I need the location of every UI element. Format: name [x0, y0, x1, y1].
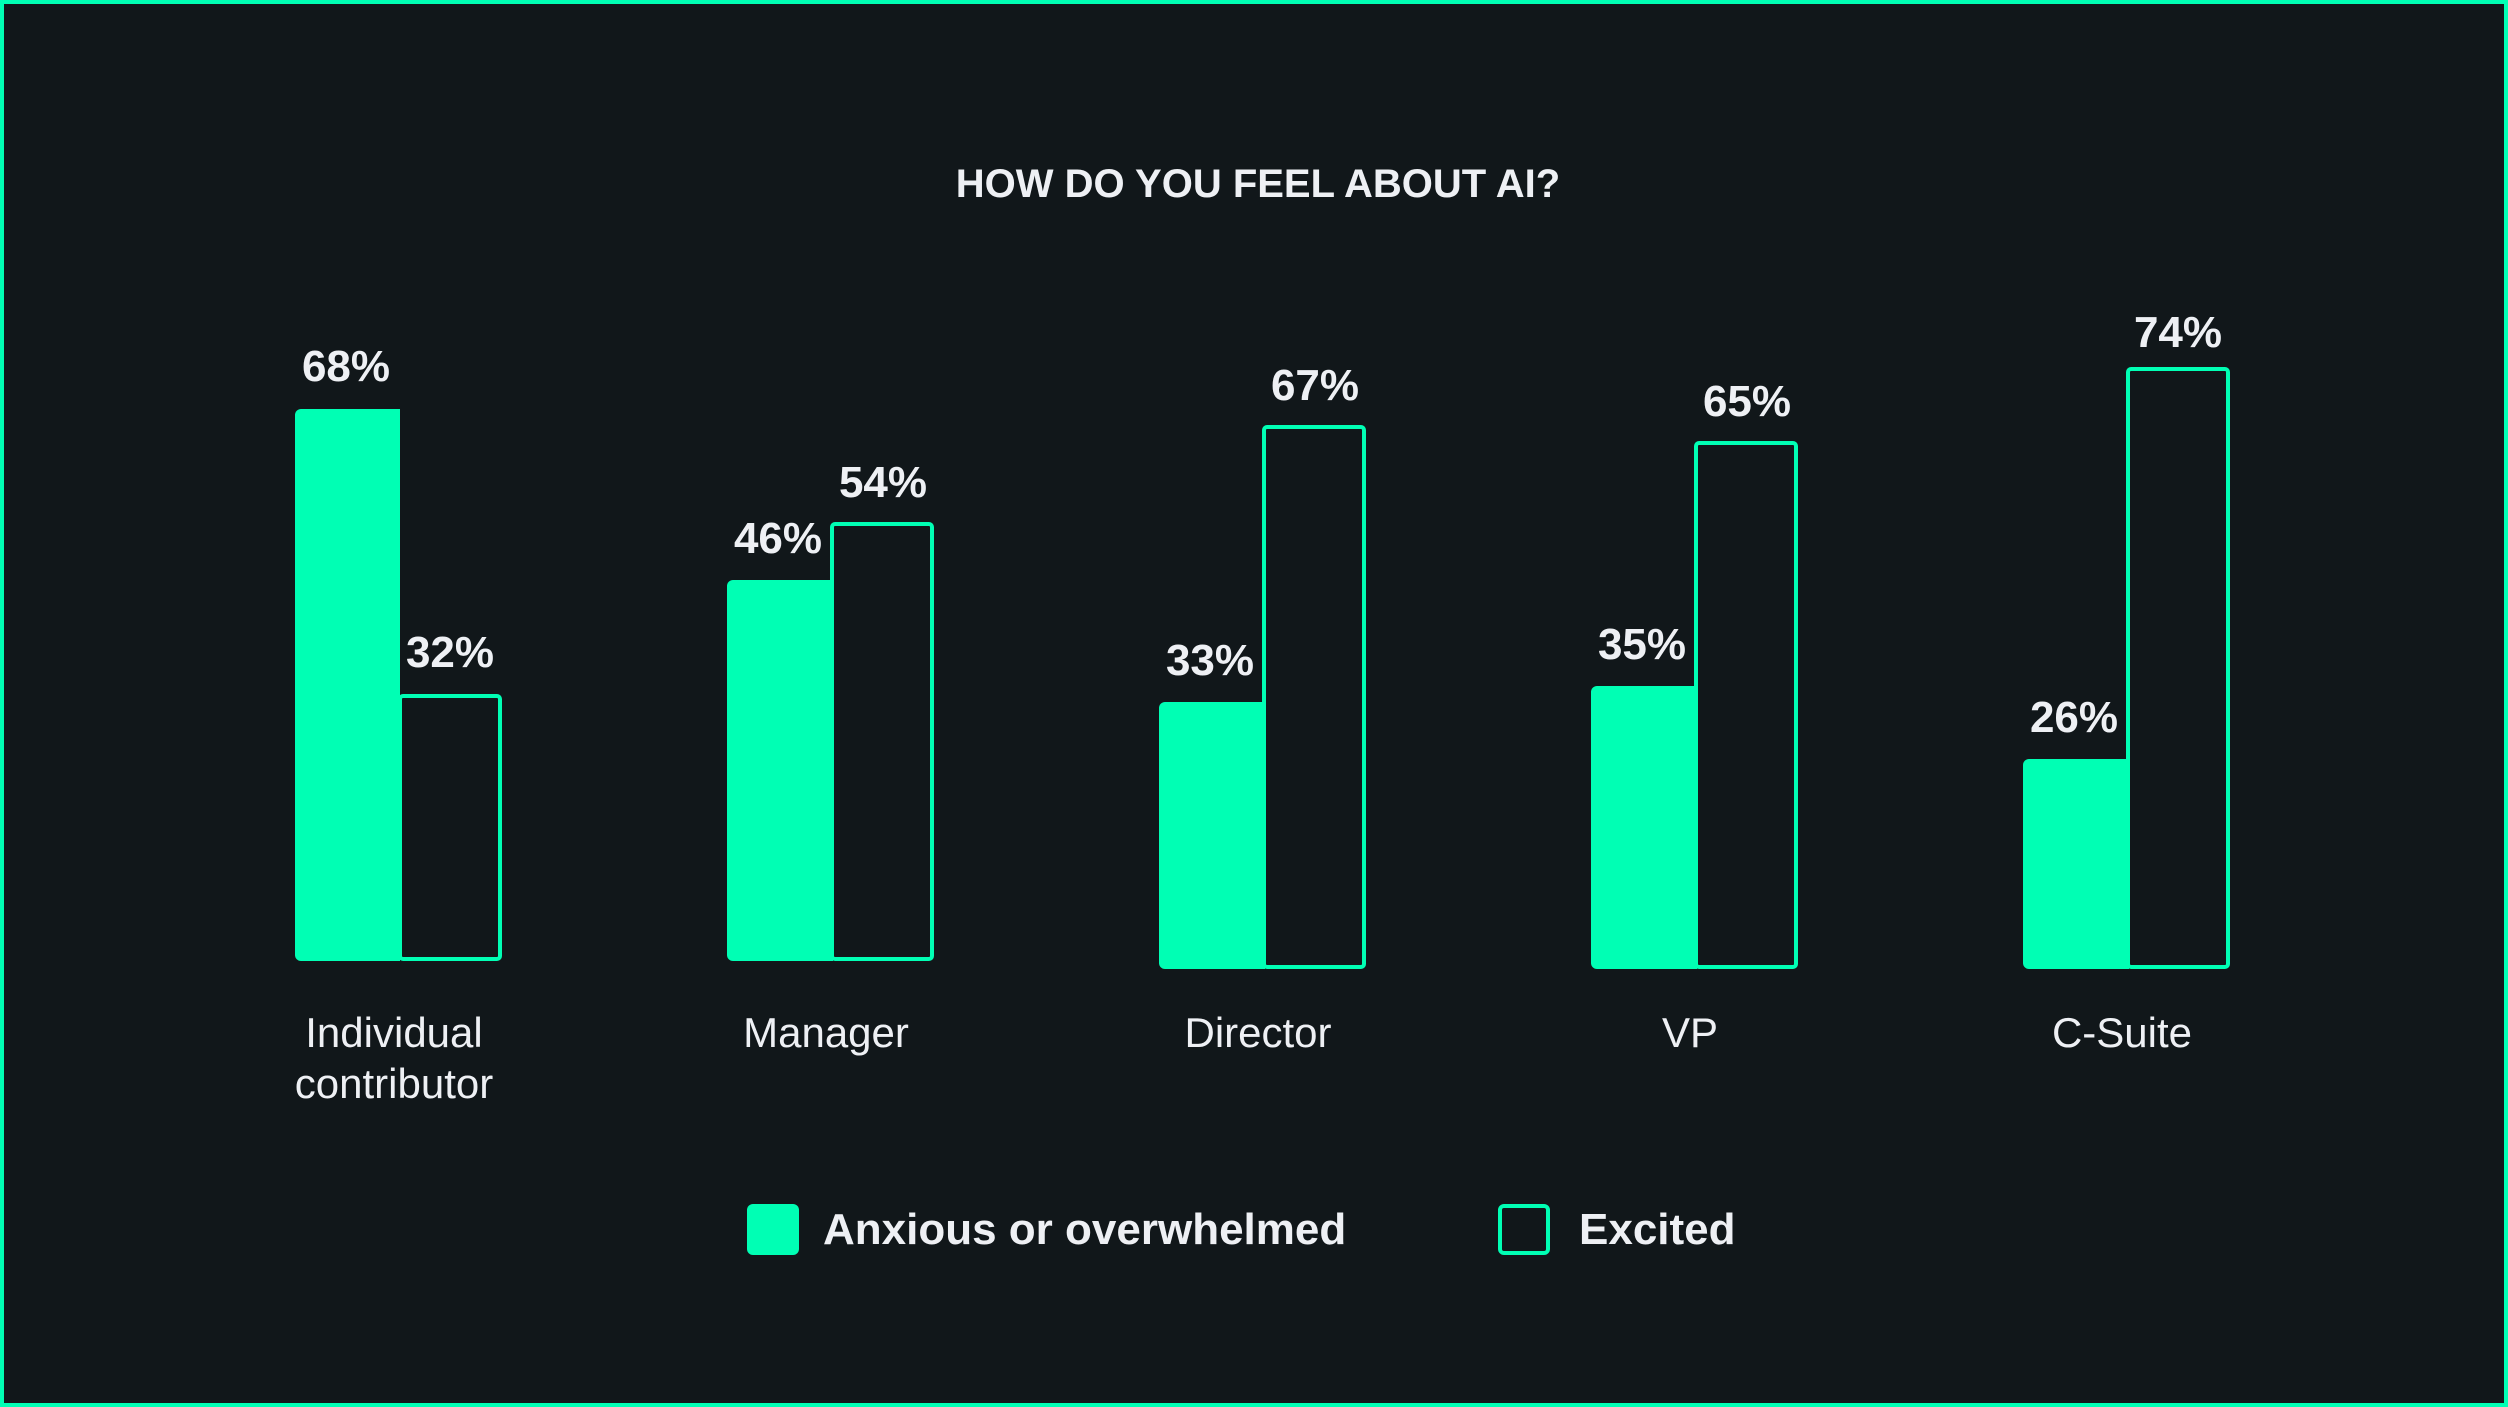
legend-label-anxious: Anxious or overwhelmed	[823, 1205, 1347, 1254]
bar-excited	[398, 694, 502, 961]
value-label-excited: 65%	[1702, 377, 1792, 426]
value-label-excited: 32%	[405, 628, 495, 677]
value-label-excited: 54%	[838, 458, 928, 507]
bar-anxious	[1159, 702, 1265, 969]
bar-excited	[2126, 367, 2230, 969]
category-label: C-Suite	[2051, 1009, 2193, 1056]
category-label: VP	[1661, 1009, 1719, 1056]
bar-anxious	[2023, 759, 2129, 969]
bar-excited	[1262, 425, 1366, 969]
category-label: Director	[1184, 1009, 1332, 1056]
legend-label-excited: Excited	[1579, 1205, 1736, 1254]
chart-title: HOW DO YOU FEEL ABOUT AI?	[955, 162, 1561, 206]
value-label-anxious: 68%	[301, 342, 391, 391]
bar-anxious	[727, 580, 833, 961]
bar-anxious	[1591, 686, 1697, 969]
bar-anxious	[295, 409, 400, 961]
category-label: Manager	[743, 1009, 909, 1056]
value-label-anxious: 33%	[1165, 636, 1255, 685]
bar-excited	[1694, 441, 1798, 969]
legend-swatch-filled-icon	[747, 1204, 799, 1255]
bar-excited	[830, 522, 934, 961]
value-label-anxious: 26%	[2029, 693, 2119, 742]
value-label-anxious: 35%	[1597, 620, 1687, 669]
value-label-excited: 67%	[1270, 361, 1360, 410]
legend-swatch-outline-icon	[1498, 1204, 1550, 1255]
category-label: Individual contributor	[294, 1009, 494, 1107]
value-label-excited: 74%	[2133, 308, 2223, 357]
value-label-anxious: 46%	[733, 514, 823, 563]
